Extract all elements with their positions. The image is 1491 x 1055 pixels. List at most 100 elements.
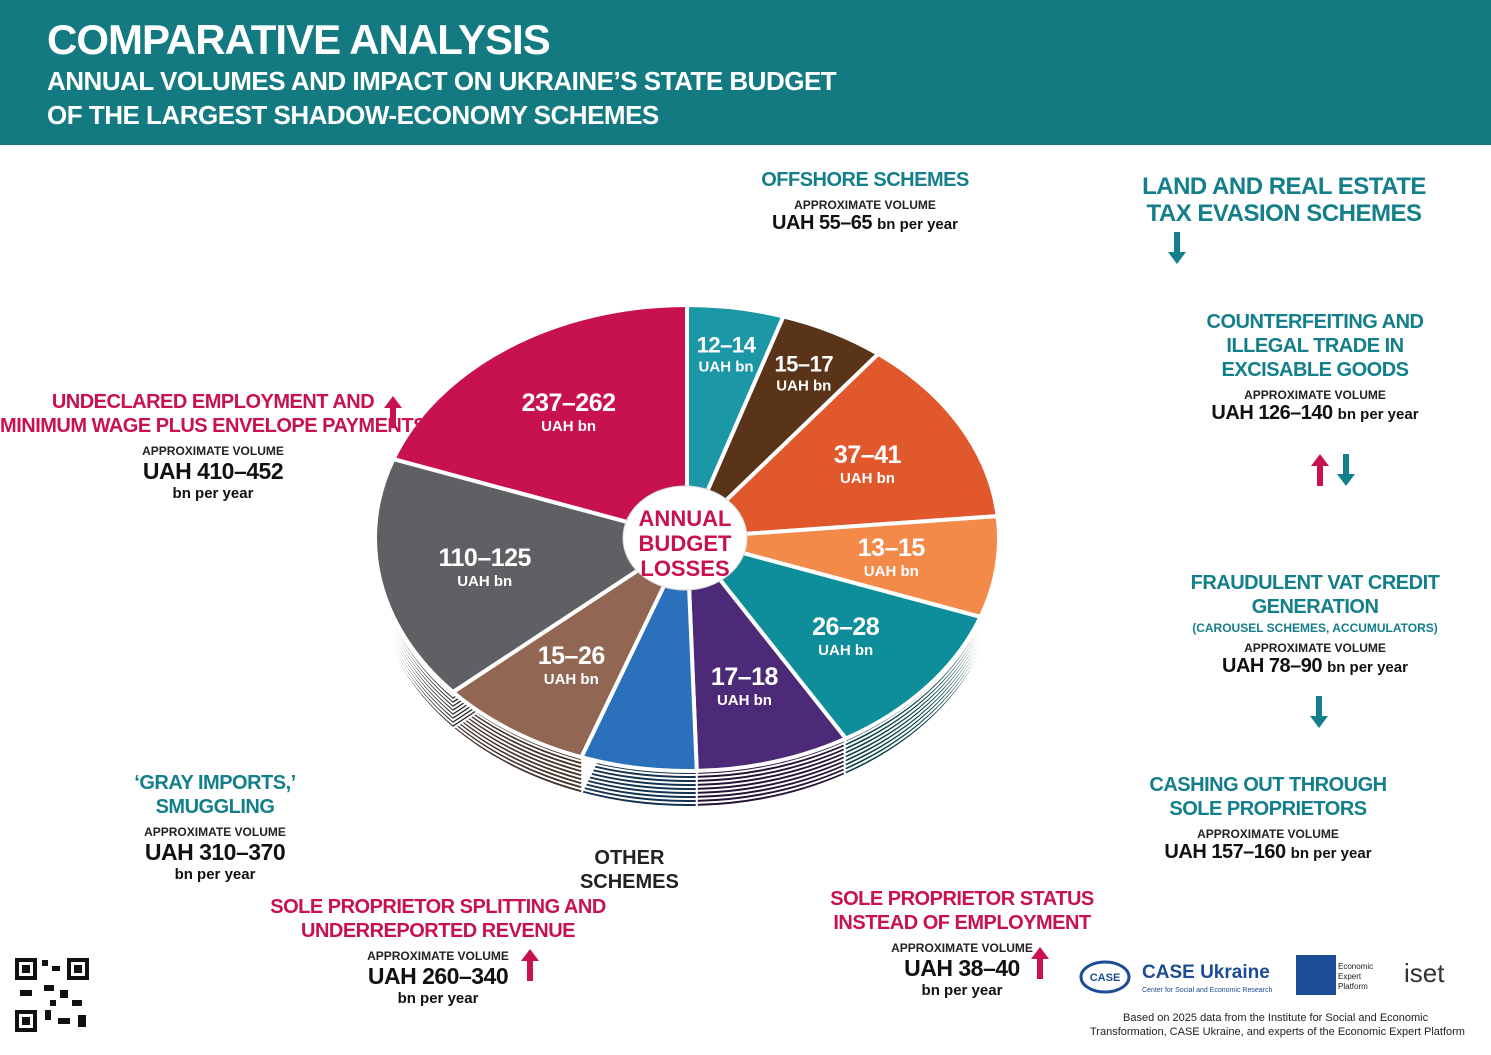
annotation-title: UNDERREPORTED REVENUE <box>301 920 575 942</box>
volume: UAH 260–340 <box>367 963 509 989</box>
eep-logo-mark <box>1296 955 1336 995</box>
slice-label: 15–17 UAH bn <box>774 352 833 395</box>
volume-caption: APPROXIMATE VOLUME <box>1197 827 1339 841</box>
range-label: 17–18 <box>710 662 779 691</box>
annotation-title: CASHING OUT THROUGH <box>1149 774 1387 796</box>
range-label: 110–125 <box>438 543 531 572</box>
volume-unit: bn per year <box>1290 845 1372 862</box>
volume-row: UAH 410–452 bn per year <box>0 458 426 502</box>
annotation-title: ILLEGAL TRADE IN <box>1226 335 1404 357</box>
annotation-title: GENERATION <box>1251 596 1379 618</box>
annotation-title: SOLE PROPRIETORS <box>1169 798 1367 820</box>
range-label: 12–14 <box>696 332 756 358</box>
case-logo-text: CASE <box>1090 972 1121 984</box>
subtitle: OF THE LARGEST SHADOW-ECONOMY SCHEMES <box>47 100 659 130</box>
annotation-title: INSTEAD OF EMPLOYMENT <box>833 912 1091 934</box>
center-label: LOSSES <box>640 556 729 581</box>
case-logo-mark: CASE <box>1079 960 1131 994</box>
annotation: OFFSHORE SCHEMES APPROXIMATE VOLUME UAH 55… <box>761 168 969 235</box>
unit-label: UAH bn <box>863 563 919 581</box>
annotation-title: FRAUDULENT VAT CREDIT <box>1190 572 1440 594</box>
pie-slice <box>390 302 689 541</box>
volume-caption: APPROXIMATE VOLUME <box>794 198 936 212</box>
title: COMPARATIVE ANALYSIS <box>47 16 551 63</box>
annotation-title: SOLE PROPRIETOR SPLITTING AND <box>270 896 606 918</box>
volume: UAH 310–370 <box>144 839 286 865</box>
volume-unit: bn per year <box>1337 406 1419 423</box>
annotation-title: MINIMUM WAGE PLUS ENVELOPE PAYMENTS <box>0 415 426 437</box>
annotation-title: COUNTERFEITING AND <box>1206 311 1424 333</box>
range-label: 15–26 <box>537 642 606 671</box>
pie-slice <box>681 351 1000 541</box>
volume-unit: bn per year <box>877 216 958 233</box>
slice-label: 37–41 UAH bn <box>833 440 902 487</box>
annotation-title: TAX EVASION SCHEMES <box>1146 200 1422 227</box>
pie-slice <box>684 531 849 773</box>
annotation-title: SOLE PROPRIETOR STATUS <box>830 888 1094 910</box>
unit-label: UAH bn <box>818 642 874 660</box>
volume-unit: bn per year <box>172 485 254 502</box>
slice-label: 26–28 UAH bn <box>812 613 880 660</box>
volume-row: UAH 260–340 bn per year <box>270 963 606 1007</box>
center-disc <box>622 485 748 591</box>
range-label: 237–262 <box>521 389 616 418</box>
volume: UAH 38–40 <box>904 955 1020 981</box>
unit-label: UAH bn <box>543 671 599 689</box>
pie-slice <box>681 534 984 742</box>
annotation: FRAUDULENT VAT CREDIT GENERATION (CAROUSEL… <box>1191 571 1440 678</box>
volume-row: UAH 38–40 bn per year <box>830 955 1093 999</box>
volume: UAH 78–90 <box>1222 655 1323 677</box>
slice-label: 237–262 UAH bn <box>522 389 616 435</box>
center-label: BUDGET <box>639 531 732 556</box>
source-note: Transformation, CASE Ukraine, and expert… <box>1090 1026 1465 1038</box>
unit-label: UAH bn <box>698 358 754 376</box>
slice-label: 12–14 UAH bn <box>697 332 756 375</box>
volume-row: UAH 126–140 bn per year <box>1207 402 1424 425</box>
volume: UAH 126–140 <box>1211 402 1333 424</box>
annotation: ‘GRAY IMPORTS,’ SMUGGLING APPROXIMATE VOLU… <box>134 771 296 883</box>
volume-row: UAH 157–160 bn per year <box>1149 841 1386 864</box>
range-label: 37–41 <box>833 440 902 469</box>
volume: UAH 410–452 <box>142 458 284 484</box>
range-label: 13–15 <box>857 534 926 563</box>
pie-slice <box>449 532 692 760</box>
annotation-title: SMUGGLING <box>155 796 275 818</box>
case-name: CASE Ukraine <box>1142 962 1270 983</box>
annotation: LAND AND REAL ESTATE TAX EVASION SCHEMES <box>1142 173 1426 227</box>
trend-arrow <box>1031 947 1049 979</box>
unit-label: UAH bn <box>776 377 832 395</box>
case-logo: CASE <box>1079 960 1131 997</box>
header: COMPARATIVE ANALYSIS ANNUAL VOLUMES AND … <box>0 0 1491 145</box>
volume-caption: APPROXIMATE VOLUME <box>1244 641 1386 655</box>
trend-arrow <box>1311 454 1329 486</box>
volume-row: UAH 310–370 bn per year <box>134 839 295 883</box>
qr-code <box>15 958 89 1032</box>
volume-unit: bn per year <box>1327 659 1408 676</box>
slice-label: 13–15 UAH bn <box>857 534 926 581</box>
annotation: SOLE PROPRIETOR STATUS INSTEAD OF EMPLOYM… <box>830 887 1094 999</box>
annotation-title: LAND AND REAL ESTATE <box>1142 173 1426 200</box>
center-label: ANNUAL <box>639 506 732 531</box>
trend-arrow <box>1310 696 1328 728</box>
volume-unit: bn per year <box>397 990 479 1007</box>
annotation-title: EXCISABLE GOODS <box>1221 359 1409 381</box>
range-label: 15–17 <box>774 351 834 377</box>
volume-caption: APPROXIMATE VOLUME <box>1244 388 1386 402</box>
volume-row: UAH 78–90 bn per year <box>1191 655 1440 678</box>
range-label: 26–28 <box>812 613 880 642</box>
trend-arrow <box>521 949 539 981</box>
annotation-title: ‘GRAY IMPORTS,’ <box>134 772 296 794</box>
unit-label: UAH bn <box>457 572 513 590</box>
trend-arrow <box>1337 454 1355 486</box>
volume: UAH 55–65 <box>772 212 873 234</box>
unit-label: UAH bn <box>839 469 895 487</box>
source-note: Based on 2025 data from the Institute fo… <box>1123 1012 1429 1024</box>
eep-name: Economic Expert Platform <box>1338 962 1374 991</box>
volume-caption: APPROXIMATE VOLUME <box>367 949 509 963</box>
volume-row: UAH 55–65 bn per year <box>761 212 969 235</box>
case-subtitle: Center for Social and Economic Research <box>1142 987 1273 994</box>
unit-label: UAH bn <box>716 691 772 709</box>
annotation-note: (CAROUSEL SCHEMES, ACCUMULATORS) <box>1192 621 1438 635</box>
